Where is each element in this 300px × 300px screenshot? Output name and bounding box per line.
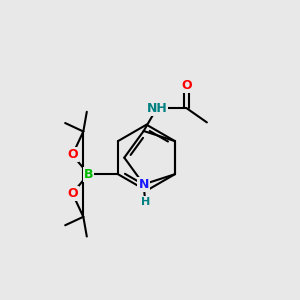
Text: O: O [181,79,192,92]
Text: N: N [139,178,149,191]
Text: B: B [84,168,93,181]
Text: O: O [67,187,78,200]
Text: O: O [67,148,78,161]
Text: H: H [141,197,150,207]
Text: NH: NH [146,101,167,115]
